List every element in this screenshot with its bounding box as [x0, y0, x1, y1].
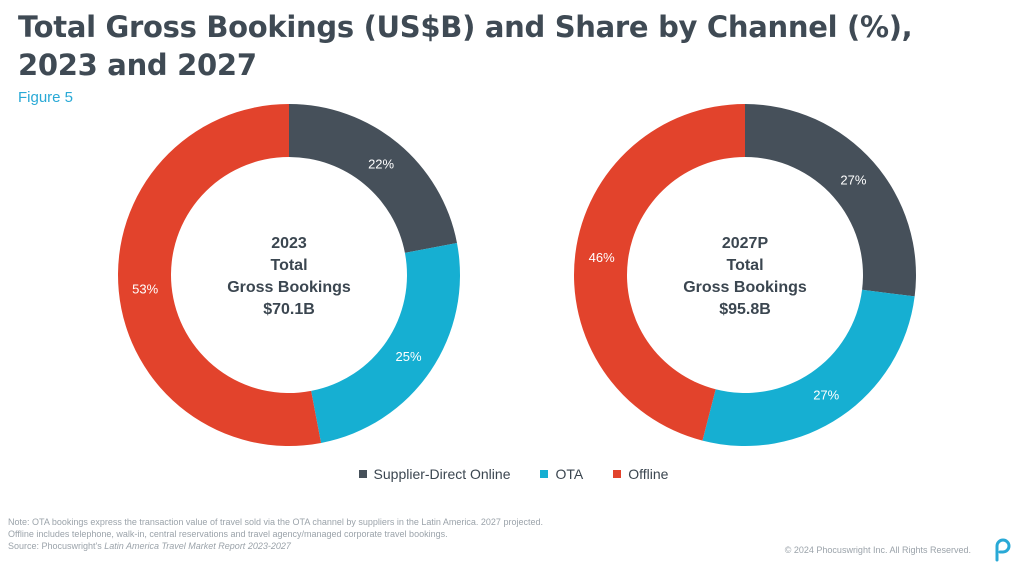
legend-item-ota: OTA	[540, 466, 583, 482]
donut-1-center-line-4: $70.1B	[263, 301, 315, 318]
legend-swatch-supplier	[358, 470, 367, 478]
legend: Supplier-Direct Online OTA Offline	[0, 466, 1027, 482]
donut-1-center-line-3: Gross Bookings	[227, 279, 351, 296]
donut-2-center-line-4: $95.8B	[719, 301, 771, 318]
donut-1-label-ota: 25%	[395, 349, 421, 364]
source-prefix: Source: Phocuswright's	[8, 541, 105, 551]
donut-charts: 22% 25% 53% 2023 Total Gross Bookings $70.1B 27…	[118, 104, 916, 446]
donut-1-slice-offline	[118, 104, 322, 446]
title-line-1: Total Gross Bookings (US$B) and Share by…	[18, 10, 913, 44]
title-line-2: 2023 and 2027	[18, 48, 257, 82]
source-line: Source: Phocuswright's Latin America Tra…	[8, 540, 543, 552]
legend-swatch-offline	[613, 470, 622, 478]
donut-2-center-line-2: Total	[726, 257, 763, 274]
legend-label-offline: Offline	[628, 466, 669, 482]
donut-1-slice-supplier	[289, 104, 457, 253]
donut-2-center-line-1: 2027P	[722, 235, 769, 252]
donut-2-slice-ota	[702, 289, 915, 446]
source-title: Latin America Travel Market Report 2023-…	[104, 541, 291, 551]
copyright: © 2024 Phocuswright Inc. All Rights Rese…	[784, 545, 971, 555]
donut-1-slice-ota	[311, 242, 460, 443]
donut-2-slice-supplier	[745, 104, 916, 297]
figure-label: Figure 5	[18, 89, 74, 106]
donut-2-slice-offline	[574, 104, 745, 441]
donut-2-label-supplier: 27%	[840, 172, 866, 187]
donut-2-label-offline: 46%	[589, 250, 615, 265]
legend-label-supplier: Supplier-Direct Online	[373, 466, 511, 482]
donut-1-center-line-1: 2023	[271, 235, 307, 252]
legend-swatch-ota	[540, 470, 549, 478]
phocuswright-logo-icon	[995, 538, 1011, 562]
legend-label-ota: OTA	[555, 466, 584, 482]
chart-title: Total Gross Bookings (US$B) and Share by…	[18, 8, 913, 84]
footnotes: Note: OTA bookings express the transacti…	[8, 516, 543, 552]
donut-1-center-line-2: Total	[270, 257, 307, 274]
donut-2-center-line-3: Gross Bookings	[683, 279, 807, 296]
donut-2-label-ota: 27%	[813, 388, 839, 403]
note-line-2: Offline includes telephone, walk-in, cen…	[8, 529, 448, 539]
legend-item-offline: Offline	[613, 466, 668, 482]
donut-1-label-offline: 53%	[132, 282, 158, 297]
donut-1-label-supplier: 22%	[368, 157, 394, 172]
legend-item-supplier: Supplier-Direct Online	[358, 466, 511, 482]
note-line-1: Note: OTA bookings express the transacti…	[8, 517, 543, 527]
